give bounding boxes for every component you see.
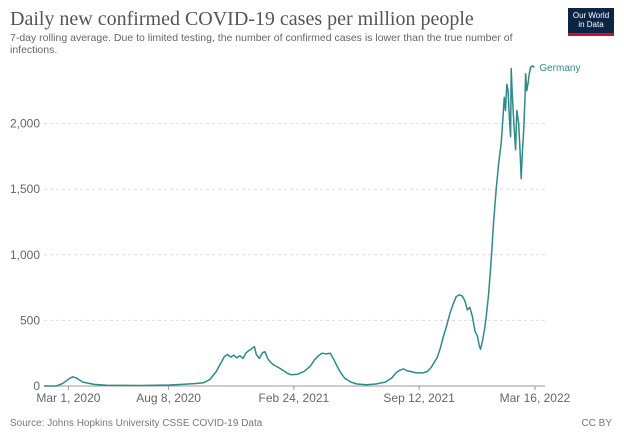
y-tick-label: 0 — [33, 379, 40, 393]
chart-title: Daily new confirmed COVID-19 cases per m… — [10, 8, 474, 30]
chart-subtitle: 7-day rolling average. Due to limited te… — [10, 32, 513, 56]
owid-logo[interactable]: Our World in Data — [568, 8, 614, 36]
series-label: Germany — [539, 63, 580, 74]
x-tick-label: Aug 8, 2020 — [136, 391, 201, 405]
y-tick-label: 1,000 — [10, 248, 40, 262]
owid-logo-line1: Our World — [572, 11, 610, 20]
owid-logo-line2: in Data — [578, 20, 604, 29]
x-tick-label: Feb 24, 2021 — [259, 391, 330, 405]
owid-logo-bar — [568, 33, 614, 36]
license-note[interactable]: CC BY — [581, 418, 612, 429]
x-tick-label: Sep 12, 2021 — [383, 391, 455, 405]
y-tick-label: 500 — [20, 313, 40, 327]
x-tick-label: Mar 16, 2022 — [500, 391, 571, 405]
x-tick-label: Mar 1, 2020 — [36, 391, 100, 405]
source-note[interactable]: Source: Johns Hopkins University CSSE CO… — [10, 418, 263, 429]
y-tick-label: 1,500 — [10, 182, 40, 196]
series-line-germany — [44, 65, 535, 387]
y-tick-label: 2,000 — [10, 117, 40, 131]
